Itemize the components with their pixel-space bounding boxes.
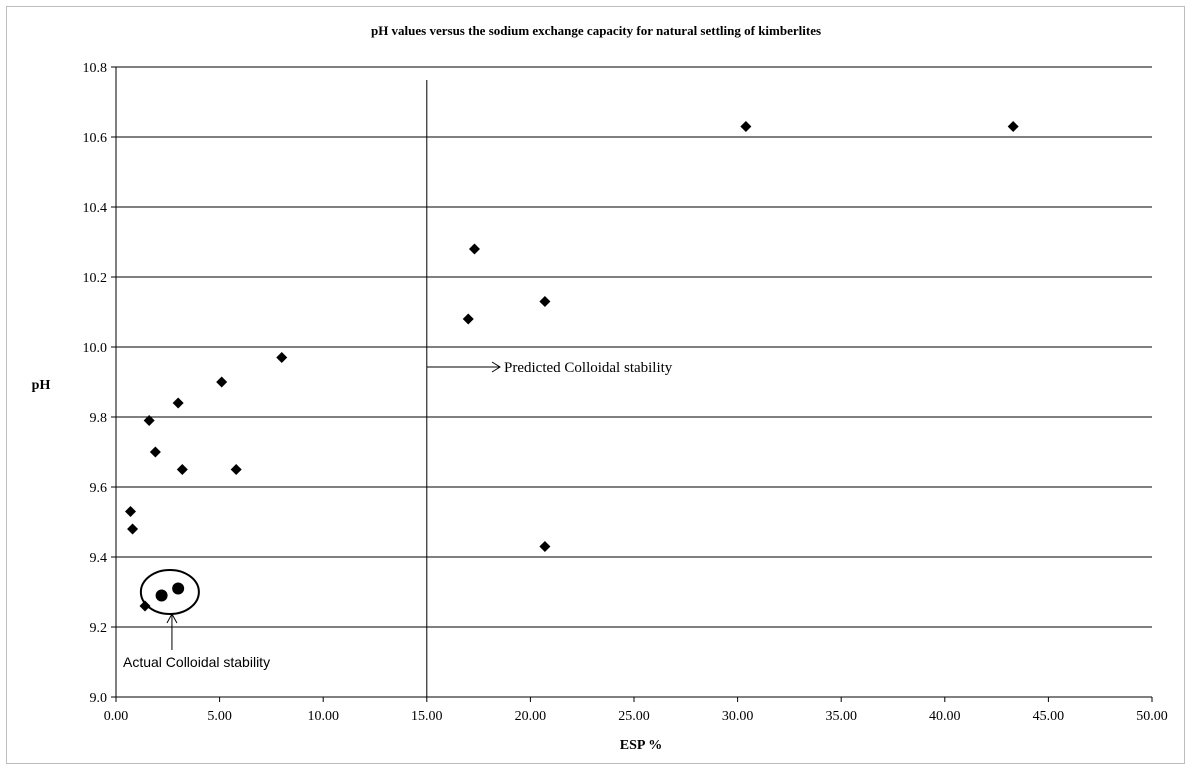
- chart-frame: [6, 6, 1185, 764]
- y-tick-label: 9.0: [90, 691, 108, 706]
- x-tick-label: 5.00: [207, 709, 232, 724]
- diamond-point: [139, 600, 151, 612]
- diamond-point: [1007, 121, 1019, 132]
- x-tick-label: 25.00: [618, 709, 650, 724]
- gridlines: [116, 66, 1152, 628]
- y-tick-label: 9.8: [90, 411, 108, 426]
- diamond-point: [462, 313, 474, 325]
- predicted-arrow-head: [491, 361, 501, 373]
- y-tick-label: 10.6: [83, 131, 108, 146]
- diamond-point: [172, 397, 184, 409]
- x-tick-label: 15.00: [411, 709, 443, 724]
- diamond-point: [143, 415, 155, 426]
- x-tick-label: 40.00: [929, 709, 961, 724]
- y-tick-label: 10.0: [83, 341, 108, 356]
- predicted-stability-line: [426, 80, 501, 697]
- y-axis-label: pH: [32, 378, 51, 393]
- x-tick-labels: 0.00 5.00 10.00 15.00 20.00 25.00 30.00 35.00 40…: [104, 709, 1168, 724]
- x-tick-label: 30.00: [722, 709, 754, 724]
- annotations: [139, 569, 200, 650]
- x-tick-label: 20.00: [515, 709, 547, 724]
- predicted-stability-label: Predicted Colloidal stability: [504, 360, 673, 376]
- diamond-point: [539, 541, 551, 552]
- data-points: [125, 121, 1019, 612]
- diamond-point: [740, 121, 752, 132]
- diamond-point: [230, 464, 242, 475]
- diamond-point: [539, 296, 551, 307]
- x-tick-label: 50.00: [1136, 709, 1168, 724]
- x-tick-label: 45.00: [1033, 709, 1065, 724]
- x-tick-label: 35.00: [825, 709, 857, 724]
- axes: [111, 66, 1153, 702]
- diamond-point: [127, 523, 139, 535]
- y-tick-label: 9.4: [90, 551, 108, 566]
- diamond-point: [276, 352, 288, 363]
- diamond-point: [125, 506, 137, 517]
- y-tick-labels: 9.0 9.2 9.4 9.6 9.8 10.0 10.2 10.4 10.6 10.8: [83, 61, 108, 706]
- diamond-point: [468, 243, 480, 255]
- diamond-point: [216, 376, 228, 388]
- actual-stability-ellipse: [139, 569, 200, 615]
- circle-point: [172, 582, 185, 595]
- actual-stability-label: Actual Colloidal stability: [123, 654, 270, 670]
- diamond-point: [149, 446, 161, 458]
- y-tick-label: 9.2: [90, 621, 108, 636]
- chart-title: pH values versus the sodium exchange cap…: [371, 23, 821, 38]
- y-tick-label: 10.2: [83, 271, 108, 286]
- x-tick-label: 10.00: [307, 709, 339, 724]
- actual-arrow-head: [166, 612, 178, 624]
- circle-point: [155, 589, 168, 602]
- diamond-point: [176, 464, 188, 475]
- x-axis-label: ESP %: [620, 738, 662, 753]
- y-tick-label: 10.4: [83, 201, 108, 216]
- y-tick-label: 10.8: [83, 61, 108, 76]
- y-tick-label: 9.6: [90, 481, 108, 496]
- x-tick-label: 0.00: [104, 709, 129, 724]
